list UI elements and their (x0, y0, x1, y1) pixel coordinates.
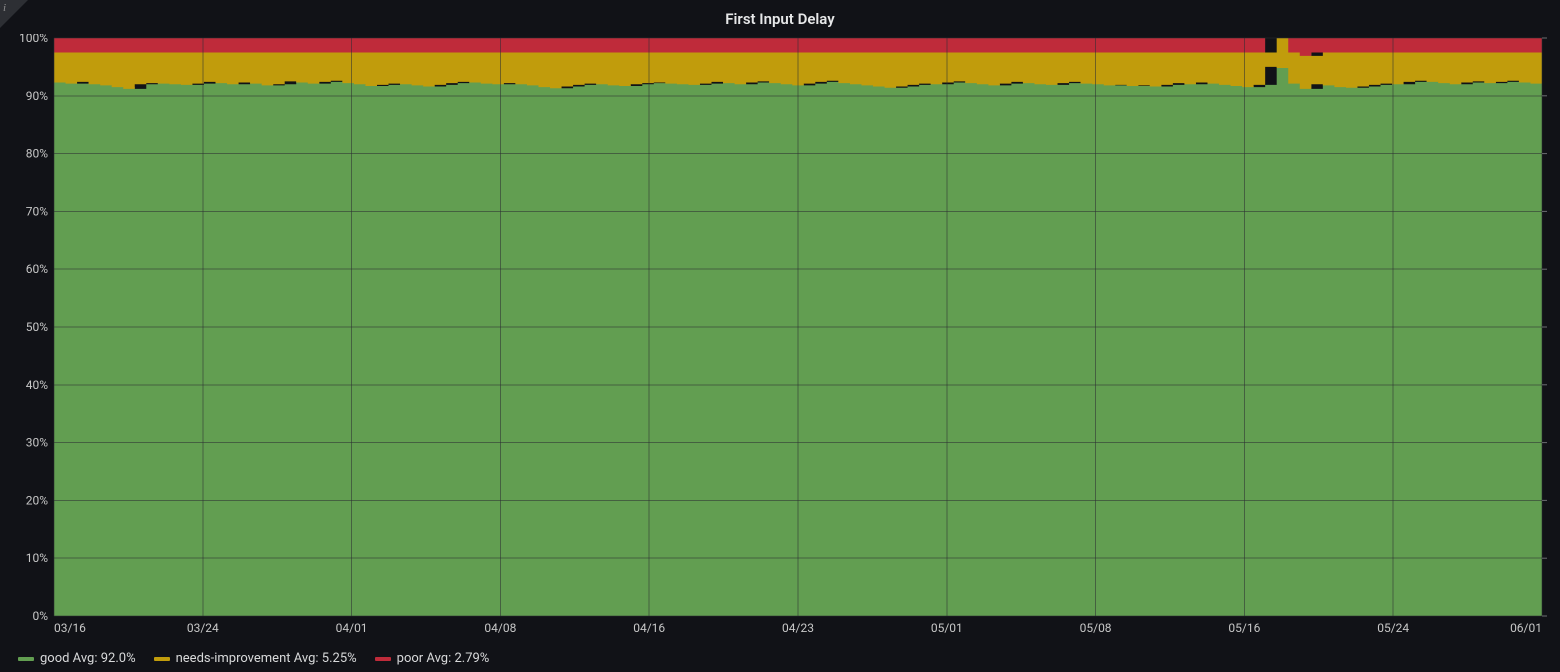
y-tick-label: 90% (26, 89, 48, 103)
chart-legend: good Avg: 92.0% needs-improvement Avg: 5.… (18, 651, 489, 666)
chart-area[interactable]: 0% 10% 20% 30% 40% 50% 60% 70% 80% 90% 100% 03/16 03… (10, 34, 1550, 638)
x-tick-label: 04/23 (782, 621, 814, 635)
legend-item-poor[interactable]: poor Avg: 2.79% (375, 651, 490, 666)
legend-label: poor Avg: 2.79% (397, 651, 490, 666)
y-tick-label: 40% (26, 378, 48, 392)
info-icon: i (3, 2, 6, 14)
x-tick-label: 05/24 (1377, 621, 1409, 635)
chart-title: First Input Delay (10, 4, 1550, 32)
x-tick-label: 03/16 (54, 621, 86, 635)
y-tick-label: 80% (26, 147, 48, 161)
y-tick-label: 10% (26, 551, 48, 565)
y-tick-label: 30% (26, 436, 48, 450)
legend-label: needs-improvement Avg: 5.25% (176, 651, 357, 666)
x-tick-label: 04/16 (633, 621, 665, 635)
legend-swatch (375, 657, 391, 661)
x-tick-label: 06/01 (1510, 621, 1542, 635)
legend-swatch (154, 657, 170, 661)
x-tick-label: 04/01 (336, 621, 368, 635)
legend-item-good[interactable]: good Avg: 92.0% (18, 651, 136, 666)
stacked-area-chart: 0% 10% 20% 30% 40% 50% 60% 70% 80% 90% 100% 03/16 03… (10, 34, 1550, 638)
x-tick-label: 05/08 (1080, 621, 1112, 635)
legend-swatch (18, 657, 34, 661)
chart-panel: i First Input Delay 0% 10% 20% 30% 40% 50% 60%… (0, 0, 1560, 672)
y-tick-label: 100% (19, 34, 48, 45)
x-tick-label: 03/24 (187, 621, 219, 635)
legend-label: good Avg: 92.0% (40, 651, 136, 666)
x-tick-label: 04/08 (484, 621, 516, 635)
y-tick-label: 0% (32, 609, 48, 623)
x-tick-label: 05/01 (931, 621, 963, 635)
legend-item-needs-improvement[interactable]: needs-improvement Avg: 5.25% (154, 651, 357, 666)
y-tick-label: 20% (26, 493, 48, 507)
y-tick-label: 60% (26, 262, 48, 276)
y-tick-label: 70% (26, 204, 48, 218)
y-tick-label: 50% (26, 320, 48, 334)
x-tick-label: 05/16 (1228, 621, 1260, 635)
panel-info-corner[interactable]: i (0, 0, 28, 28)
